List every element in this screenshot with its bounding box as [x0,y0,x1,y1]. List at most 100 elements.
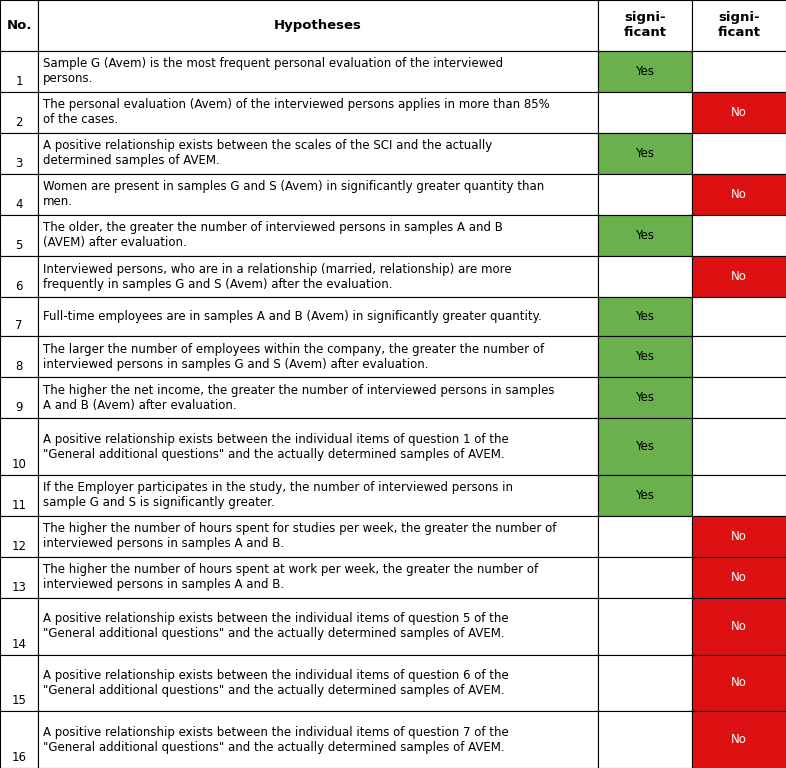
Text: 2: 2 [15,116,23,129]
Bar [38,516,598,557]
Text: Yes: Yes [636,440,655,453]
Bar [692,475,786,516]
Bar [38,0,598,51]
Text: 13: 13 [12,581,27,594]
Bar [598,0,692,51]
Bar [38,256,598,297]
Bar [0,516,38,557]
Bar [38,133,598,174]
Text: No: No [731,733,747,746]
Bar [0,215,38,256]
Bar [598,92,692,133]
Text: Yes: Yes [636,147,655,160]
Text: 11: 11 [12,499,27,512]
Text: signi-
ficant: signi- ficant [623,12,667,39]
Bar [598,133,692,174]
Bar [0,256,38,297]
Bar [692,92,786,133]
Bar [0,711,38,768]
Bar [0,174,38,215]
Text: Interviewed persons, who are in a relationship (married, relationship) are more
: Interviewed persons, who are in a relati… [43,263,512,290]
Bar [38,215,598,256]
Text: 8: 8 [15,360,23,373]
Text: 1: 1 [15,74,23,88]
Text: No: No [731,571,747,584]
Text: Yes: Yes [636,350,655,363]
Text: Full-time employees are in samples A and B (Avem) in significantly greater quant: Full-time employees are in samples A and… [43,310,542,323]
Text: The higher the net income, the greater the number of interviewed persons in samp: The higher the net income, the greater t… [43,384,554,412]
Text: 9: 9 [15,401,23,414]
Bar [38,654,598,711]
Text: Yes: Yes [636,391,655,404]
Bar [692,215,786,256]
Bar [598,336,692,377]
Text: No: No [731,188,747,201]
Bar [38,336,598,377]
Text: No: No [731,270,747,283]
Bar [598,516,692,557]
Bar [38,51,598,92]
Bar [692,256,786,297]
Text: 12: 12 [12,540,27,553]
Bar [38,711,598,768]
Text: A positive relationship exists between the individual items of question 6 of the: A positive relationship exists between t… [43,669,509,697]
Text: The higher the number of hours spent at work per week, the greater the number of: The higher the number of hours spent at … [43,564,538,591]
Bar [38,297,598,336]
Text: Yes: Yes [636,229,655,242]
Bar [38,174,598,215]
Bar [692,0,786,51]
Bar [38,475,598,516]
Text: signi-
ficant: signi- ficant [718,12,761,39]
Text: The larger the number of employees within the company, the greater the number of: The larger the number of employees withi… [43,343,544,371]
Text: 7: 7 [15,319,23,332]
Bar [692,419,786,475]
Text: 16: 16 [12,751,27,764]
Text: 4: 4 [15,198,23,211]
Bar [0,0,38,51]
Text: 3: 3 [15,157,23,170]
Bar [0,297,38,336]
Text: Yes: Yes [636,489,655,502]
Text: 5: 5 [15,239,23,252]
Text: A positive relationship exists between the individual items of question 1 of the: A positive relationship exists between t… [43,432,509,461]
Bar [598,51,692,92]
Bar [598,256,692,297]
Text: 10: 10 [12,458,27,471]
Text: 14: 14 [12,637,27,650]
Bar [598,174,692,215]
Bar [692,336,786,377]
Bar [692,654,786,711]
Bar [598,598,692,654]
Text: No.: No. [6,19,31,32]
Bar [598,215,692,256]
Text: Hypotheses: Hypotheses [274,19,362,32]
Bar [598,419,692,475]
Text: Sample G (Avem) is the most frequent personal evaluation of the interviewed
pers: Sample G (Avem) is the most frequent per… [43,58,503,85]
Bar [598,654,692,711]
Bar [692,516,786,557]
Text: If the Employer participates in the study, the number of interviewed persons in
: If the Employer participates in the stud… [43,482,513,509]
Bar [0,654,38,711]
Bar [692,51,786,92]
Text: A positive relationship exists between the scales of the SCI and the actually
de: A positive relationship exists between t… [43,140,492,167]
Bar [692,557,786,598]
Bar [0,336,38,377]
Bar [692,297,786,336]
Bar [692,174,786,215]
Bar [598,711,692,768]
Text: The higher the number of hours spent for studies per week, the greater the numbe: The higher the number of hours spent for… [43,522,556,551]
Bar [692,711,786,768]
Bar [598,377,692,419]
Bar [692,598,786,654]
Text: Yes: Yes [636,310,655,323]
Bar [0,133,38,174]
Text: No: No [731,530,747,543]
Text: The personal evaluation (Avem) of the interviewed persons applies in more than 8: The personal evaluation (Avem) of the in… [43,98,549,127]
Text: No: No [731,106,747,119]
Bar [0,419,38,475]
Bar [38,598,598,654]
Text: A positive relationship exists between the individual items of question 7 of the: A positive relationship exists between t… [43,726,509,753]
Bar [0,377,38,419]
Bar [598,297,692,336]
Text: No: No [731,677,747,690]
